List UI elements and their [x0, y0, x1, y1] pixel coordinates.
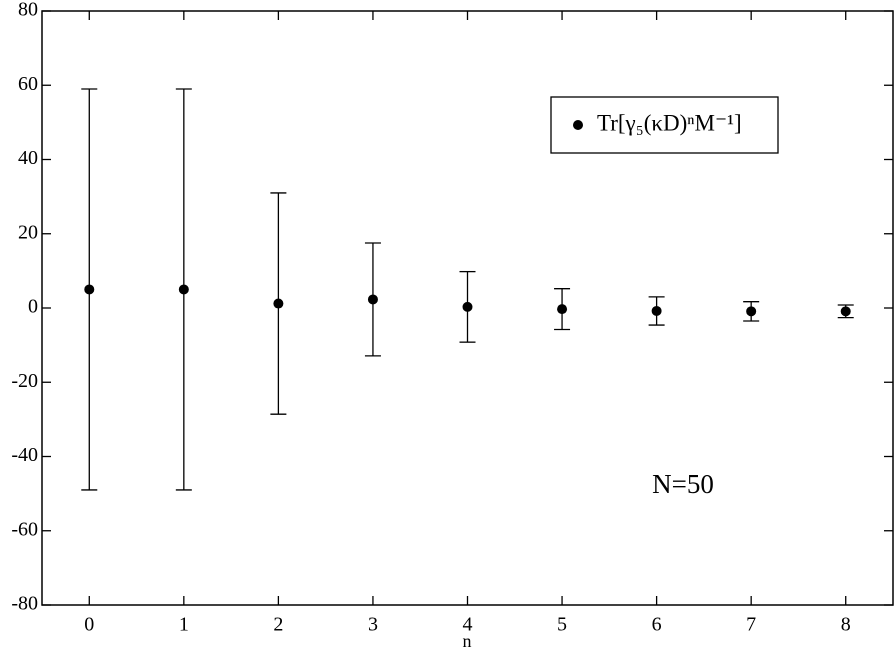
point — [840, 306, 851, 317]
x-tick-label: 0 — [84, 614, 94, 636]
x-tick-label: 7 — [746, 614, 756, 636]
annotation: N=50 — [652, 469, 714, 499]
x-axis-label: n — [463, 631, 472, 651]
point — [557, 304, 568, 315]
point — [84, 284, 95, 295]
y-tick-label: -20 — [11, 370, 38, 392]
x-tick-label: 5 — [557, 614, 567, 636]
y-tick-label: -60 — [11, 518, 38, 540]
y-tick-label: -80 — [11, 593, 38, 615]
point — [367, 294, 378, 305]
legend-box — [550, 96, 779, 154]
x-tick-label: 2 — [273, 614, 283, 636]
point — [462, 301, 473, 312]
x-tick-label: 4 — [463, 614, 473, 636]
x-tick-label: 8 — [841, 614, 851, 636]
y-tick-label: -40 — [11, 444, 38, 466]
x-tick-label: 6 — [652, 614, 662, 636]
y-tick-label: 20 — [18, 221, 38, 243]
point — [651, 305, 662, 316]
y-tick-label: 80 — [18, 0, 38, 21]
point — [746, 306, 757, 317]
point — [273, 298, 284, 309]
legend-label: Tr[γ₅(κD)ⁿM⁻¹] — [597, 110, 742, 135]
y-tick-label: 60 — [18, 73, 38, 95]
x-tick-label: 1 — [179, 614, 189, 636]
point — [178, 284, 189, 295]
x-tick-label: 3 — [368, 614, 378, 636]
y-tick-label: 40 — [18, 147, 38, 169]
legend-marker — [573, 120, 583, 130]
y-tick-label: 0 — [28, 296, 38, 318]
